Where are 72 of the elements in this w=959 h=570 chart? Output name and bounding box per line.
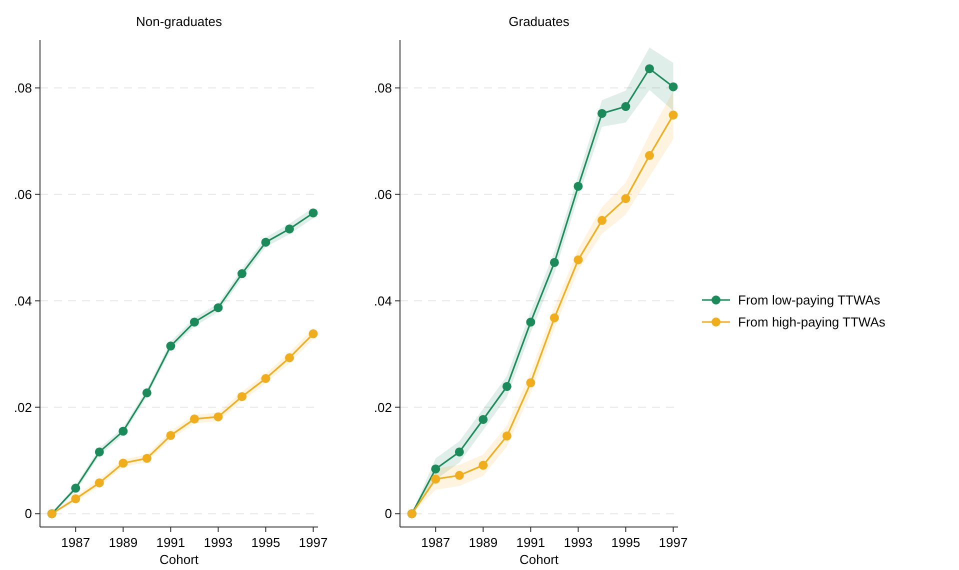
point [478,460,488,470]
point [526,318,536,327]
point [261,238,270,247]
point [190,414,199,424]
point [261,374,270,384]
x-tick-label: 1993 [564,535,593,550]
point [284,224,294,234]
point [668,82,678,92]
y-tick-label: .06 [374,186,392,202]
x-tick-label: 1997 [658,535,688,550]
point [621,194,630,204]
x-tick-label: 1995 [251,535,280,550]
point [237,392,246,402]
point [550,258,559,267]
point [454,447,464,456]
chart-title: Graduates [508,14,570,29]
point [502,382,512,391]
point [644,64,654,74]
point [142,454,152,463]
point [284,353,294,362]
point [574,182,583,191]
point [526,378,536,388]
x-tick-label: 1987 [421,535,450,550]
point [308,208,318,218]
point [142,388,152,398]
chart-title: Non-graduates [136,14,222,29]
point [237,269,246,278]
point [668,110,678,120]
x-tick-label: 1995 [611,535,640,550]
point [478,414,488,424]
point [597,108,606,118]
y-tick-label: .02 [14,400,32,415]
x-axis-title: Cohort [519,552,559,567]
point [574,255,583,264]
y-tick-label: .08 [14,80,32,96]
y-tick-label: .08 [374,80,392,96]
x-tick-label: 1989 [468,535,498,550]
y-tick-label: .02 [374,400,392,415]
y-tick-label: .04 [374,293,392,308]
point [71,484,80,493]
point [597,216,606,225]
point [621,102,630,112]
point [166,342,176,351]
x-axis-title: Cohort [159,552,199,567]
point [431,464,440,474]
point [431,474,440,484]
y-tick-label: .06 [14,186,32,202]
point [190,318,199,327]
point [214,303,223,312]
x-tick-label: 1991 [516,535,546,550]
point [454,470,464,480]
point [166,430,176,440]
point [502,431,512,440]
point [308,329,318,338]
x-tick-label: 1997 [298,535,328,550]
point [644,150,654,160]
point [71,494,80,504]
y-tick-label: 0 [24,506,32,522]
x-tick-label: 1987 [61,535,90,550]
x-tick-label: 1991 [156,535,186,550]
y-tick-label: .04 [14,293,32,308]
legend-label: From low-paying TTWAs [738,292,881,308]
point [118,426,128,436]
legend-label: From high-paying TTWAs [738,314,886,330]
point [94,478,104,488]
x-tick-label: 1993 [204,535,233,550]
point [118,458,128,468]
point [550,313,559,322]
y-tick-label: 0 [384,506,392,522]
point [214,412,223,422]
x-tick-label: 1989 [108,535,138,550]
point [94,447,104,456]
